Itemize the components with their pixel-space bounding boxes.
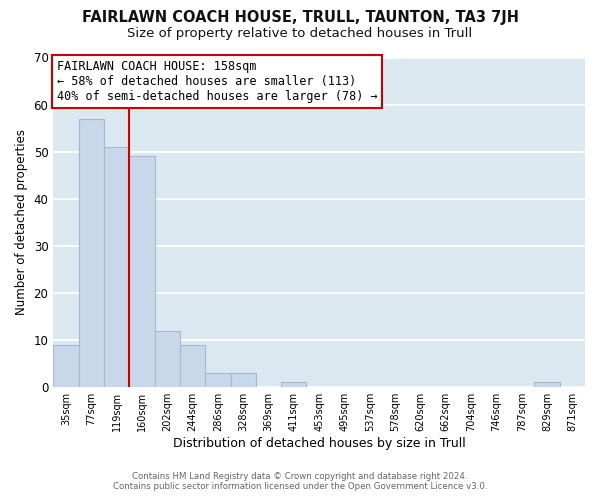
Text: Size of property relative to detached houses in Trull: Size of property relative to detached ho… — [127, 28, 473, 40]
Bar — [535, 382, 560, 387]
Bar — [129, 156, 155, 387]
Bar — [230, 373, 256, 387]
Bar — [205, 373, 230, 387]
Y-axis label: Number of detached properties: Number of detached properties — [15, 130, 28, 316]
Bar — [79, 118, 104, 387]
Bar — [155, 330, 180, 387]
Bar — [53, 345, 79, 387]
Text: FAIRLAWN COACH HOUSE, TRULL, TAUNTON, TA3 7JH: FAIRLAWN COACH HOUSE, TRULL, TAUNTON, TA… — [82, 10, 518, 25]
Text: Contains HM Land Registry data © Crown copyright and database right 2024.
Contai: Contains HM Land Registry data © Crown c… — [113, 472, 487, 491]
Text: FAIRLAWN COACH HOUSE: 158sqm
← 58% of detached houses are smaller (113)
40% of s: FAIRLAWN COACH HOUSE: 158sqm ← 58% of de… — [57, 60, 378, 103]
Bar — [281, 382, 307, 387]
Bar — [104, 147, 129, 387]
Bar — [180, 345, 205, 387]
X-axis label: Distribution of detached houses by size in Trull: Distribution of detached houses by size … — [173, 437, 466, 450]
